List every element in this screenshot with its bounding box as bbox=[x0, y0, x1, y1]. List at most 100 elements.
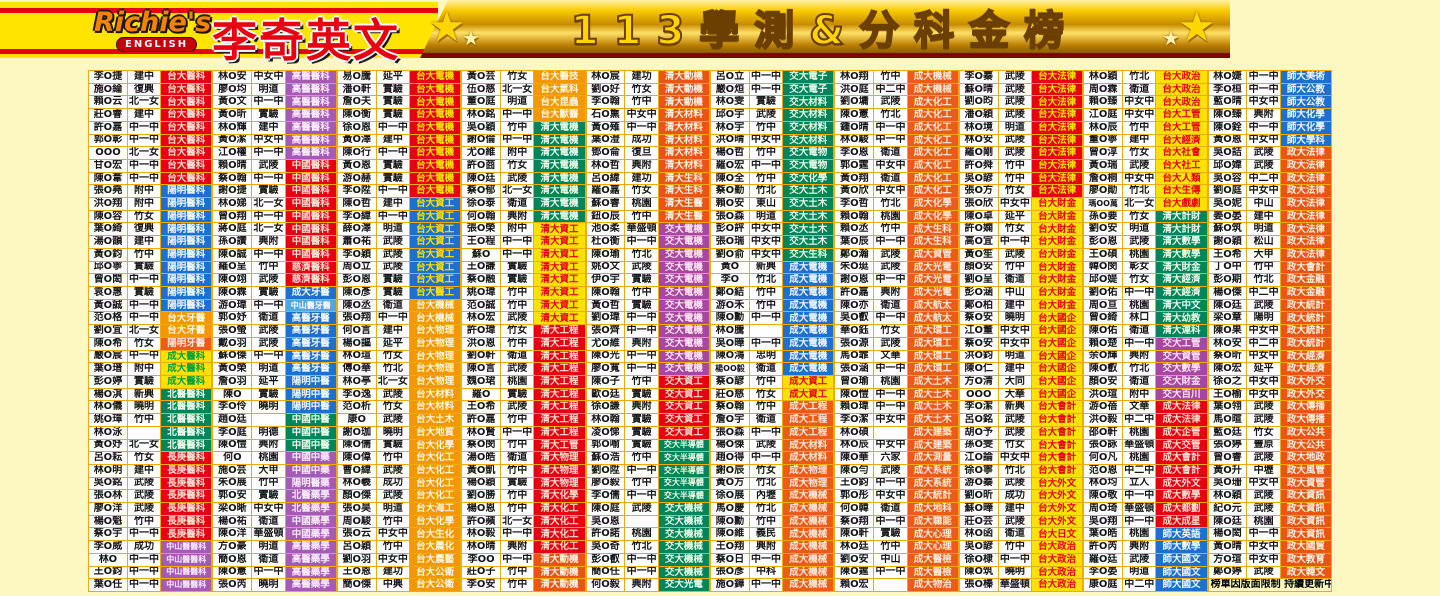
school-name: 武陵 bbox=[1123, 553, 1156, 566]
program-name: 高醫醫科 bbox=[285, 71, 336, 83]
school-name: 中二中 bbox=[1247, 337, 1280, 350]
school-name: 明道 bbox=[998, 350, 1032, 363]
program-name: 台大電機 bbox=[410, 185, 461, 198]
student-name: 羅O剛 bbox=[959, 147, 998, 159]
student-name: 李OO bbox=[462, 553, 501, 566]
school-name: 竹中 bbox=[625, 210, 658, 223]
student-name: 郭O霆 bbox=[835, 159, 874, 172]
program-name: 清大工程 bbox=[534, 363, 585, 375]
student-name: 簡O恩 bbox=[213, 553, 252, 566]
student-name: 許O嘉 bbox=[462, 414, 501, 426]
student-name: 陳O誠 bbox=[213, 248, 252, 261]
program-name: 成大電機 bbox=[783, 325, 834, 337]
school-name: 中女中 bbox=[252, 71, 285, 83]
school-name: 文華 bbox=[1123, 401, 1156, 414]
student-name: 王O程 bbox=[462, 236, 501, 248]
logo-subtext: ENGLISH bbox=[116, 37, 198, 52]
school-name: 武陵 bbox=[376, 490, 410, 503]
program-name: 交大數學 bbox=[1156, 363, 1207, 375]
student-name: 游O赫 bbox=[337, 172, 376, 185]
school-name: 竹中 bbox=[749, 287, 783, 299]
student-name: 丁O中 bbox=[1208, 261, 1247, 274]
program-name: 師大公教 bbox=[1280, 83, 1331, 96]
student-name: 呂O耘 bbox=[89, 452, 127, 464]
student-name: 劉O瑋 bbox=[586, 312, 625, 325]
student-name: 孫O讚 bbox=[213, 236, 252, 248]
program-name: 清大化工 bbox=[534, 503, 585, 515]
school-name: 中女中 bbox=[1247, 477, 1280, 490]
program-name: 成大機械 bbox=[907, 83, 958, 96]
student-name: 謝O辰 bbox=[711, 464, 749, 477]
student-name: 范O恩 bbox=[1084, 464, 1123, 477]
student-name: 黃O潔 bbox=[213, 134, 252, 147]
student-name: 楊O傑 bbox=[711, 439, 749, 452]
school-name: 竹北 bbox=[749, 274, 783, 287]
school-name: 武陵 bbox=[874, 464, 907, 477]
program-name: 台大財金 bbox=[1032, 198, 1083, 210]
school-name: 衛道 bbox=[998, 274, 1032, 287]
student-name: 陳O希 bbox=[89, 337, 127, 350]
student-name: 賴O瑋 bbox=[835, 401, 874, 414]
program-name: 師大學科 bbox=[1280, 134, 1331, 147]
program-name: 師大公教 bbox=[1280, 96, 1331, 109]
student-name: 黃O昕 bbox=[213, 109, 252, 121]
program-name: 中國藥學 bbox=[285, 515, 336, 528]
student-name: 游O蓁 bbox=[959, 477, 998, 490]
program-name: 北醫藥學 bbox=[285, 490, 336, 503]
school-name: 中一中 bbox=[625, 312, 658, 325]
program-name: 政大統計 bbox=[1280, 337, 1331, 350]
student-name: OOO bbox=[959, 388, 998, 401]
program-name: 高醫藥學 bbox=[285, 579, 336, 591]
student-name: 李O伶 bbox=[213, 401, 252, 414]
school-name: 興附 bbox=[501, 210, 534, 223]
student-name: 康O bbox=[337, 414, 376, 426]
school-name: 中女中 bbox=[998, 337, 1032, 350]
student-name: 李O恩 bbox=[835, 147, 874, 159]
school-name: 明道 bbox=[998, 121, 1032, 134]
student-name: 劉O宜 bbox=[89, 325, 127, 337]
program-name: 政大風管 bbox=[1280, 464, 1331, 477]
school-name: 武陵 bbox=[127, 477, 161, 490]
program-name: 高醫藥學 bbox=[285, 566, 336, 579]
red-stripe-bottom bbox=[0, 49, 438, 54]
student-name: 葉O皓 bbox=[1084, 528, 1123, 541]
student-name: 蔡O安 bbox=[959, 312, 998, 325]
program-name: 台大資工 bbox=[410, 198, 461, 210]
student-name: 陳O行 bbox=[337, 147, 376, 159]
school-name: 華盛頓 bbox=[1123, 503, 1156, 515]
program-name: 清大動機 bbox=[534, 566, 585, 579]
school-name: 武陵 bbox=[376, 414, 410, 426]
student-name: 石O熏 bbox=[586, 109, 625, 121]
student-name: 詹O宇 bbox=[711, 414, 749, 426]
program-name: 中國醫科 bbox=[285, 159, 336, 172]
student-name: 嚴O宸 bbox=[89, 350, 127, 363]
program-name: 交大機械 bbox=[658, 515, 709, 528]
student-name: 呂O緯 bbox=[586, 172, 625, 185]
school-name: 竹中 bbox=[749, 401, 783, 414]
student-name: 葉O辰 bbox=[835, 236, 874, 248]
school-name: 中一中 bbox=[749, 579, 783, 591]
school-name: 中一中 bbox=[252, 96, 285, 109]
school-name: 中一中 bbox=[625, 350, 658, 363]
program-name: 成大電機 bbox=[783, 274, 834, 287]
school-name: 竹中 bbox=[501, 337, 534, 350]
school-name: 衛道 bbox=[749, 414, 783, 426]
school-name: 中一中 bbox=[127, 553, 161, 566]
program-name: 交大電機 bbox=[658, 248, 709, 261]
program-name: 清大計財 bbox=[1156, 223, 1207, 236]
program-name: 成大建築 bbox=[907, 439, 958, 452]
school-name: 明道 bbox=[376, 503, 410, 515]
program-name: 政大外交 bbox=[1280, 375, 1331, 388]
program-name: 師大國文 bbox=[1156, 579, 1207, 591]
school-name: 建中 bbox=[998, 299, 1032, 312]
program-name: 政大資訊 bbox=[1280, 490, 1331, 503]
school-name: 竹女 bbox=[127, 337, 161, 350]
school-name: 武陵 bbox=[1247, 452, 1280, 464]
program-name: 成大資工 bbox=[783, 388, 834, 401]
school-name: 衛道 bbox=[874, 503, 907, 515]
school-name: 衛道 bbox=[376, 299, 410, 312]
school-name: 桃園 bbox=[501, 375, 534, 388]
program-name: 成大化工 bbox=[907, 109, 958, 121]
school-name: 武陵 bbox=[501, 312, 534, 325]
student-name: 張O森 bbox=[711, 426, 749, 439]
